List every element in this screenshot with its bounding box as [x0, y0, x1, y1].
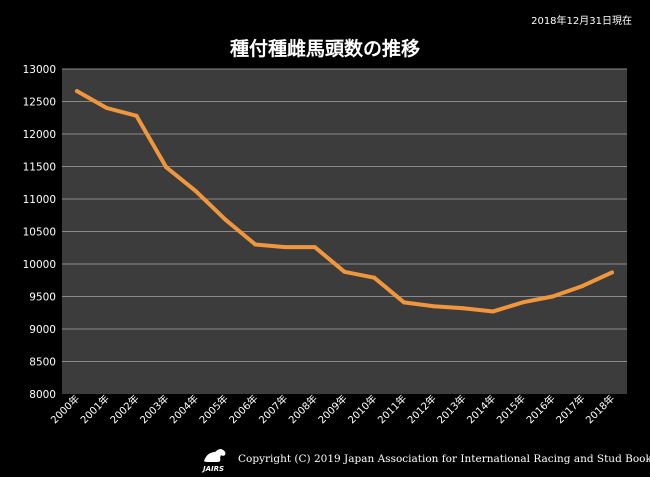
x-tick-label: 2001年: [78, 392, 112, 426]
chart-title: 種付種雌馬頭数の推移: [229, 38, 420, 60]
x-tick-label: 2015年: [494, 392, 528, 426]
x-tick-label: 2017年: [553, 392, 587, 426]
gridlines: [62, 68, 627, 362]
x-tick-label: 2007年: [256, 392, 290, 426]
data-point: [431, 304, 436, 309]
x-tick-label: 2004年: [167, 392, 201, 426]
y-tick-label: 10500: [23, 227, 56, 239]
horse-icon: [204, 448, 226, 462]
y-tick-label: 11000: [23, 194, 56, 206]
y-tick-label: 12000: [23, 129, 56, 141]
data-point: [372, 275, 377, 280]
x-axis-ticks: 2000年2001年2002年2003年2004年2005年2006年2007年…: [48, 392, 617, 426]
data-point: [401, 300, 406, 305]
data-point: [312, 245, 317, 250]
data-point: [104, 106, 109, 110]
y-tick-label: 9500: [29, 292, 56, 304]
x-tick-label: 2014年: [464, 392, 498, 426]
copyright-text: Copyright (C) 2019 Japan Association for…: [238, 453, 650, 465]
y-tick-label: 8000: [29, 389, 56, 401]
y-tick-label: 11500: [23, 162, 56, 174]
jairs-logo: JAIRS: [201, 448, 226, 473]
series-line: [75, 89, 614, 314]
data-point: [193, 189, 198, 194]
data-point: [342, 269, 347, 274]
y-axis-ticks: 8000 8500 9000 9500 10000 10500 11000 11500 1200…: [23, 64, 56, 401]
data-point: [550, 294, 555, 299]
x-tick-label: 2012年: [405, 392, 439, 426]
x-tick-label: 2005年: [196, 392, 230, 426]
data-point: [461, 306, 466, 311]
y-tick-label: 8500: [29, 357, 56, 369]
data-point: [610, 270, 614, 275]
x-tick-label: 2016年: [523, 392, 557, 426]
y-tick-label: 12500: [23, 97, 56, 109]
x-tick-label: 2003年: [137, 392, 171, 426]
date-note: 2018年12月31日現在: [531, 16, 632, 27]
x-tick-label: 2008年: [286, 392, 320, 426]
data-point: [134, 113, 139, 118]
data-point: [491, 309, 496, 314]
data-point: [164, 165, 169, 170]
series-group: [75, 89, 614, 314]
x-tick-label: 2011年: [375, 392, 409, 426]
x-tick-label: 2009年: [315, 392, 349, 426]
y-tick-label: 13000: [23, 64, 56, 76]
x-tick-label: 2002年: [107, 392, 141, 426]
data-point: [520, 300, 525, 305]
logo-text: JAIRS: [201, 465, 224, 473]
data-point: [283, 245, 288, 250]
x-tick-label: 2006年: [226, 392, 260, 426]
data-point: [580, 284, 585, 289]
x-tick-label: 2013年: [434, 392, 468, 426]
data-point: [223, 217, 228, 222]
data-point: [75, 89, 79, 94]
y-tick-label: 10000: [23, 259, 56, 271]
x-tick-label: 2018年: [583, 392, 617, 426]
y-tick-label: 9000: [29, 324, 56, 336]
data-point: [253, 242, 258, 247]
x-tick-label: 2010年: [345, 392, 379, 426]
